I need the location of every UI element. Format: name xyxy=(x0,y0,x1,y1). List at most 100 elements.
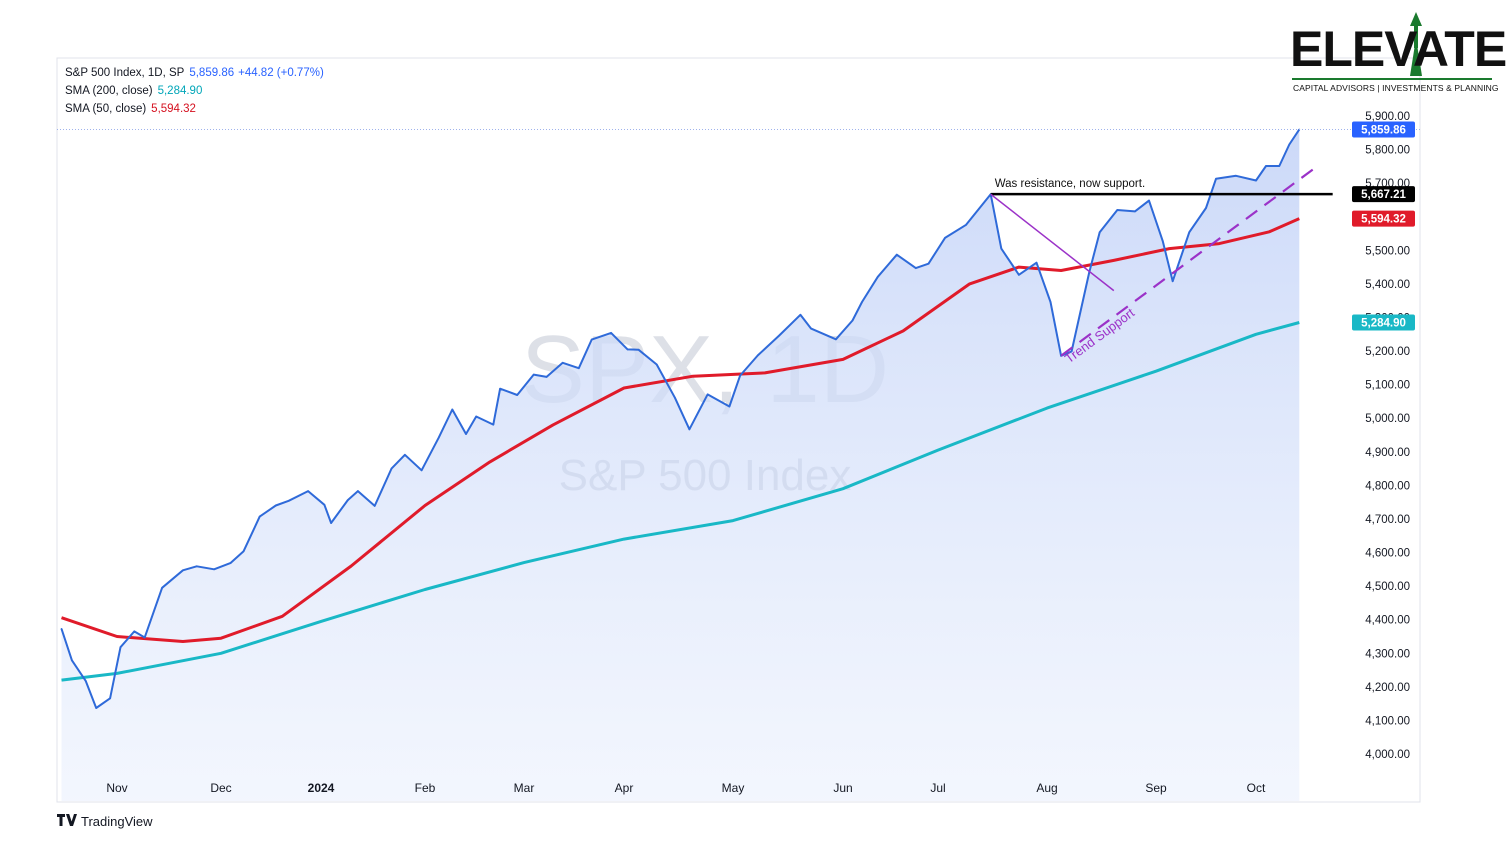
price-point xyxy=(323,504,326,506)
price-point xyxy=(1288,143,1291,146)
legend-sma200: SMA (200, close) 5,284.90 xyxy=(65,85,202,97)
price-point xyxy=(492,423,495,426)
y-tick-label: 4,900.00 xyxy=(1365,447,1410,459)
price-point xyxy=(637,348,640,351)
price-point xyxy=(182,569,184,572)
price-point xyxy=(133,630,136,633)
y-tick-label: 4,600.00 xyxy=(1365,548,1410,560)
price-point xyxy=(532,373,535,376)
y-tick-label: 4,400.00 xyxy=(1365,615,1410,627)
price-point xyxy=(71,659,73,662)
price-label-text-price: 5,859.86 xyxy=(1361,124,1406,136)
price-point xyxy=(1148,199,1150,202)
y-tick-label: 5,800.00 xyxy=(1365,145,1410,157)
price-point xyxy=(674,396,676,399)
price-point xyxy=(275,504,277,507)
price-point xyxy=(475,415,478,418)
price-label-badge-sma50 xyxy=(1352,210,1415,227)
price-point xyxy=(1134,210,1136,213)
tradingview-brand[interactable]: TradingView xyxy=(57,813,153,829)
price-point xyxy=(706,393,709,396)
price-point xyxy=(778,334,780,337)
price-point xyxy=(1171,280,1174,283)
price-point xyxy=(1265,165,1267,167)
price-point xyxy=(1018,274,1020,276)
x-tick-label: Aug xyxy=(1036,781,1057,795)
legend-sma50: SMA (50, close) 5,594.32 xyxy=(65,103,196,115)
price-point xyxy=(213,568,215,571)
price-point xyxy=(420,469,423,472)
price-point xyxy=(799,314,802,316)
price-point xyxy=(1235,175,1237,177)
y-tick-label: 4,300.00 xyxy=(1365,648,1410,660)
tradingview-logo-icon xyxy=(57,813,77,829)
resistance-annotation-label: Was resistance, now support. xyxy=(995,178,1145,190)
elevate-logo: ELEVATE CAPITAL ADVISORS | INVESTMENTS &… xyxy=(1290,8,1507,98)
x-tick-label: Oct xyxy=(1247,781,1266,795)
price-label-text-sma200: 5,284.90 xyxy=(1361,318,1406,330)
price-label-text-sma50: 5,594.32 xyxy=(1361,214,1406,226)
price-point xyxy=(851,319,854,322)
price-point xyxy=(347,499,349,501)
price-point xyxy=(610,332,612,334)
price-point xyxy=(287,500,290,502)
price-point xyxy=(465,433,467,435)
y-tick-label: 5,400.00 xyxy=(1365,279,1410,291)
price-point xyxy=(357,490,359,492)
y-tick-label: 5,100.00 xyxy=(1365,380,1410,392)
legend-sma200-value: 5,284.90 xyxy=(157,85,203,97)
legend-main-value: 5,859.86 xyxy=(189,67,235,79)
price-point xyxy=(1215,178,1217,180)
price-label-badge-resistance xyxy=(1352,186,1415,203)
price-point xyxy=(119,646,122,648)
logo-tagline: CAPITAL ADVISORS | INVESTMENTS & PLANNIN… xyxy=(1293,83,1499,93)
x-tick-label: Jun xyxy=(833,781,852,795)
price-point xyxy=(915,267,917,269)
legend-main-label: S&P 500 Index, 1D, SP xyxy=(65,67,185,79)
price-point xyxy=(1255,179,1257,182)
x-tick-label: Jul xyxy=(930,781,945,795)
price-point xyxy=(1035,261,1038,264)
x-tick-label: Apr xyxy=(615,781,634,795)
price-point xyxy=(373,505,376,507)
price-point xyxy=(1116,209,1119,211)
price-label-badge-sma200 xyxy=(1352,314,1415,331)
y-tick-label: 4,000.00 xyxy=(1365,749,1410,761)
price-point xyxy=(626,348,629,351)
logo-wordmark: ELEVATE xyxy=(1290,21,1507,77)
price-point xyxy=(944,237,946,239)
price-point xyxy=(545,376,548,378)
y-tick-label: 4,800.00 xyxy=(1365,480,1410,492)
price-point xyxy=(896,253,898,256)
y-tick-label: 4,500.00 xyxy=(1365,581,1410,593)
price-label-text-resistance: 5,667.21 xyxy=(1361,189,1406,201)
price-point xyxy=(109,697,111,700)
price-point xyxy=(1049,301,1052,303)
price-point xyxy=(60,628,63,630)
x-tick-label: Nov xyxy=(106,781,127,795)
legend-sma50-value: 5,594.32 xyxy=(151,103,196,115)
price-point xyxy=(1188,231,1191,233)
legend-sma200-label: SMA (200, close) xyxy=(65,85,153,97)
price-point xyxy=(655,363,658,366)
price-point xyxy=(95,707,97,709)
price-point xyxy=(757,354,759,357)
price-point xyxy=(1098,231,1101,233)
price-point xyxy=(1278,165,1281,167)
price-point xyxy=(861,301,863,303)
price-point xyxy=(451,408,454,411)
logo-arrow-icon xyxy=(1410,12,1422,76)
x-tick-label: Mar xyxy=(514,781,535,795)
price-point xyxy=(688,428,691,431)
price-area-fill xyxy=(61,129,1300,801)
price-point xyxy=(307,490,309,492)
x-tick-label: Dec xyxy=(210,781,231,795)
legend-sma50-label: SMA (50, close) xyxy=(65,103,147,115)
price-point xyxy=(143,636,146,639)
price-point xyxy=(1000,247,1003,250)
price-point xyxy=(578,367,580,370)
price-point xyxy=(1161,240,1164,242)
x-tick-label: 2024 xyxy=(308,781,335,795)
price-point xyxy=(85,680,87,682)
